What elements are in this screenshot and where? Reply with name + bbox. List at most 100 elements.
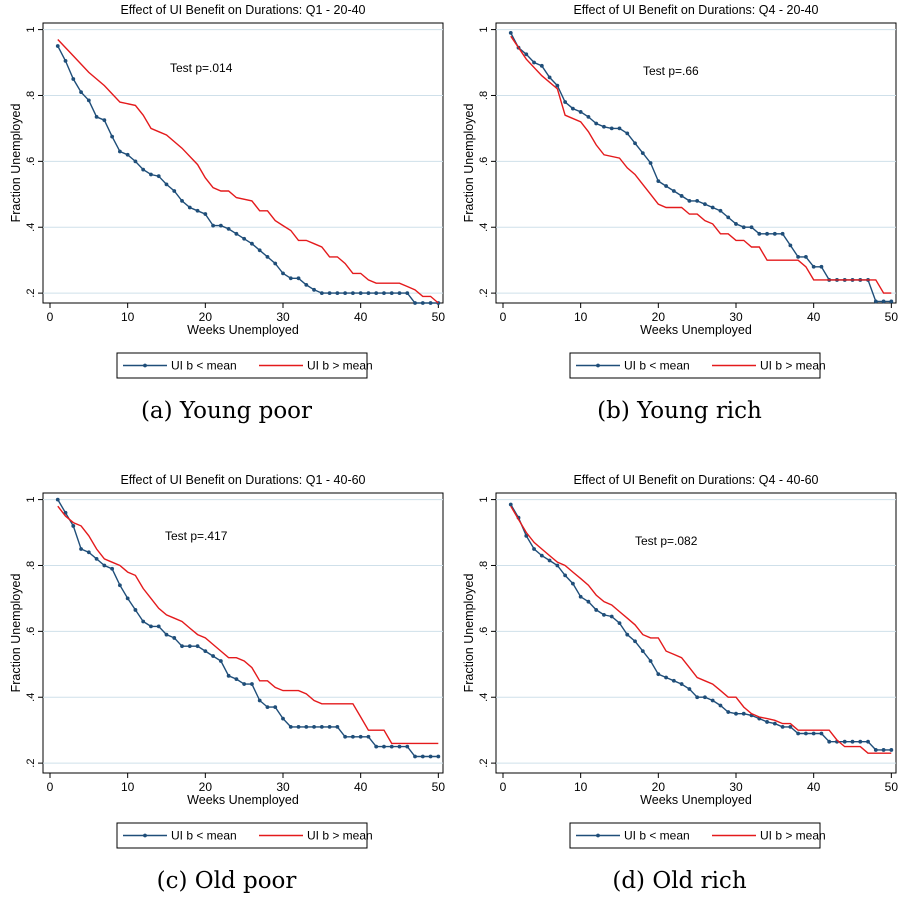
data-point [819, 264, 824, 269]
x-tick-label: 40 [354, 310, 368, 324]
data-point [413, 754, 417, 759]
data-point [335, 291, 340, 296]
data-point [508, 502, 513, 507]
data-point [757, 231, 762, 236]
legend-box [116, 822, 368, 849]
data-point [734, 711, 738, 716]
x-tick-label: 40 [354, 780, 368, 794]
data-point [741, 225, 746, 230]
data-point [524, 533, 529, 538]
legend-label-ui-b-above-mean: UI b > mean [760, 359, 826, 373]
data-point [609, 614, 614, 619]
legend-marker [143, 363, 147, 368]
data-point [149, 624, 153, 629]
x-tick-label: 10 [574, 780, 588, 794]
subfigure-caption: (d) Old rich [612, 868, 747, 894]
data-point [288, 276, 293, 281]
data-point [664, 184, 668, 188]
data-point [226, 226, 231, 231]
data-point [319, 724, 324, 729]
x-tick-label: 50 [885, 310, 899, 324]
x-tick-label: 30 [276, 780, 290, 794]
data-point [827, 739, 832, 744]
data-point [695, 198, 700, 203]
data-point [555, 83, 560, 88]
data-point [679, 682, 684, 686]
data-point [586, 114, 591, 119]
data-point [149, 172, 153, 177]
data-point [796, 731, 801, 736]
data-point [218, 659, 223, 663]
data-point [648, 659, 653, 663]
data-point [110, 134, 115, 139]
data-point [117, 149, 122, 154]
chart-panel-2: Effect of UI Benefit on Durations: Q4 - … [453, 0, 906, 440]
data-point [602, 612, 606, 617]
legend-label-ui-b-below-mean: UI b < mean [624, 829, 690, 843]
data-point [312, 724, 316, 729]
data-point [741, 711, 746, 716]
data-point [420, 754, 425, 759]
x-tick-label: 30 [276, 310, 290, 324]
data-point [234, 231, 239, 236]
data-point [281, 271, 285, 276]
data-point [609, 126, 614, 131]
y-axis-label: Fraction Unemployed [9, 104, 23, 223]
data-point [273, 705, 278, 710]
subfigure-caption: (a) Young poor [140, 398, 313, 424]
data-point [656, 672, 661, 677]
x-tick-label: 30 [729, 780, 743, 794]
data-point [413, 301, 417, 305]
y-tick-label: .4 [25, 693, 37, 702]
chart-svg: Effect of UI Benefit on Durations: Q1 - … [9, 473, 445, 849]
data-point [687, 687, 692, 691]
data-point [164, 632, 169, 637]
x-tick-label: 40 [807, 780, 821, 794]
x-tick-label: 40 [807, 310, 821, 324]
data-point [405, 744, 410, 749]
data-point [242, 236, 247, 241]
data-point [405, 291, 410, 296]
data-point [79, 547, 83, 551]
data-point [257, 248, 262, 253]
data-point [265, 254, 270, 259]
x-tick-label: 20 [652, 310, 666, 324]
y-tick-label: 1 [478, 27, 490, 33]
plot-area [42, 22, 444, 304]
data-point [671, 189, 676, 193]
x-tick-label: 10 [121, 310, 135, 324]
data-point [726, 215, 731, 220]
data-point [617, 621, 622, 626]
y-tick-label: .8 [478, 561, 490, 570]
test-p-annotation: Test p=.014 [170, 61, 233, 75]
plot-area [42, 492, 444, 774]
data-point [125, 596, 130, 601]
data-point [172, 189, 177, 193]
data-point [710, 698, 715, 703]
data-point [366, 734, 371, 739]
y-axis-label: Fraction Unemployed [9, 574, 23, 693]
y-tick-label: .6 [478, 627, 490, 636]
data-point [250, 241, 254, 246]
data-point [382, 744, 386, 749]
data-point [873, 748, 878, 752]
x-axis-label: Weeks Unemployed [187, 793, 299, 807]
data-point [695, 695, 700, 700]
data-point [633, 141, 637, 146]
legend: UI b < mean UI b > mean [569, 822, 826, 849]
y-axis-label: Fraction Unemployed [462, 104, 476, 223]
data-point [819, 731, 824, 736]
data-point [374, 744, 379, 749]
data-point [281, 716, 285, 721]
data-point [156, 174, 161, 179]
data-point [428, 754, 433, 759]
data-point [718, 703, 723, 708]
data-point [296, 724, 301, 729]
x-tick-label: 20 [199, 780, 213, 794]
data-point [327, 291, 332, 296]
subfigure-caption: (b) Young rich [597, 398, 762, 424]
chart-title: Effect of UI Benefit on Durations: Q4 - … [573, 3, 818, 17]
data-point [79, 90, 83, 95]
data-point [563, 100, 568, 104]
data-point [811, 731, 816, 736]
